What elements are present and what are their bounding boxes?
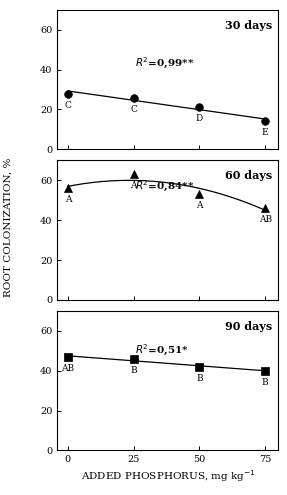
Text: 30 days: 30 days — [224, 20, 272, 31]
Text: ROOT COLONIZATION, %: ROOT COLONIZATION, % — [4, 158, 13, 297]
Text: C: C — [130, 104, 137, 113]
Text: AB: AB — [61, 364, 75, 373]
Text: B: B — [262, 378, 269, 387]
Text: $R^2$=0,99**: $R^2$=0,99** — [135, 55, 194, 70]
Text: A: A — [196, 201, 203, 210]
Text: A: A — [65, 196, 71, 204]
Text: 90 days: 90 days — [224, 321, 272, 332]
Text: B: B — [196, 374, 203, 383]
Text: 60 days: 60 days — [224, 170, 272, 181]
X-axis label: ADDED PHOSPHORUS, mg kg$^{-1}$: ADDED PHOSPHORUS, mg kg$^{-1}$ — [81, 468, 255, 484]
Text: B: B — [130, 366, 137, 375]
Text: D: D — [196, 114, 203, 123]
Text: A: A — [131, 181, 137, 191]
Text: C: C — [65, 100, 71, 109]
Text: E: E — [262, 128, 269, 138]
Text: AB: AB — [259, 215, 272, 224]
Text: $R^2$=0,84**: $R^2$=0,84** — [135, 178, 194, 193]
Text: $R^2$=0,51*: $R^2$=0,51* — [135, 343, 189, 357]
